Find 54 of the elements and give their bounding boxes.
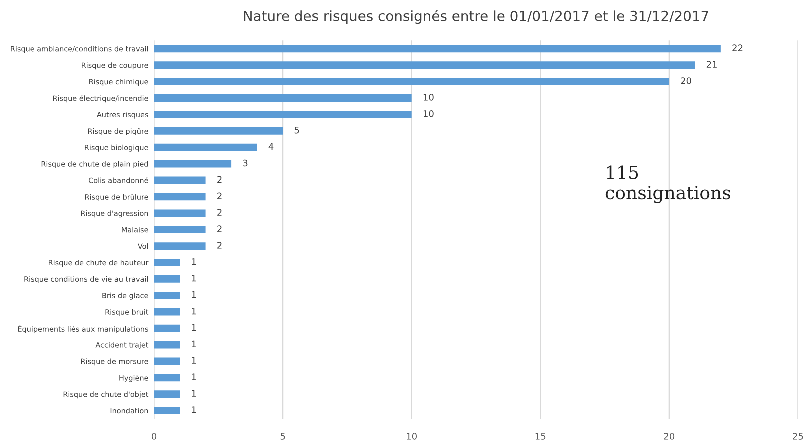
annotation: 115 consignations <box>606 166 730 204</box>
bar <box>154 275 180 283</box>
bar <box>154 210 206 218</box>
bar <box>154 94 412 102</box>
bar <box>154 226 206 234</box>
bar <box>154 242 206 250</box>
data-label: 1 <box>192 390 196 397</box>
x-tick-label: 0 <box>152 433 157 440</box>
bar <box>154 193 206 201</box>
data-label: 2 <box>218 209 222 216</box>
data-label: 10 <box>424 94 434 101</box>
bar <box>154 390 180 398</box>
data-label: 2 <box>218 226 222 232</box>
bar <box>154 78 670 86</box>
data-label: 1 <box>192 292 196 298</box>
bar <box>154 341 180 349</box>
data-label: 1 <box>192 275 196 282</box>
data-label: 21 <box>706 61 717 68</box>
data-label: 1 <box>192 258 196 266</box>
data-label: 1 <box>192 308 196 315</box>
x-tick-label: 15 <box>536 433 546 440</box>
data-label: 1 <box>192 406 196 414</box>
bar <box>154 176 206 184</box>
x-tick-label: 10 <box>407 433 417 440</box>
x-tick-label: 20 <box>664 433 675 440</box>
bar <box>154 308 180 316</box>
chart-title: Nature des risques consignés entre le 01/01/2017 et le 31/12/2017 <box>244 10 708 24</box>
data-label: 4 <box>268 144 274 150</box>
data-label: 20 <box>681 78 692 84</box>
bar <box>154 127 284 135</box>
data-label: 3 <box>243 160 248 167</box>
data-label: 2 <box>218 176 222 183</box>
data-label: 1 <box>192 324 196 332</box>
bar <box>154 62 696 70</box>
data-label: 5 <box>294 127 300 134</box>
data-label: 2 <box>218 192 222 200</box>
bar <box>154 144 258 152</box>
bar <box>154 407 180 414</box>
data-label: 2 <box>218 242 222 249</box>
bar <box>154 374 180 382</box>
bar <box>154 160 232 168</box>
x-tick-label: 25 <box>793 433 804 440</box>
data-label: 1 <box>192 357 196 364</box>
bar <box>154 259 180 266</box>
bar <box>154 110 412 118</box>
data-label: 10 <box>424 110 434 118</box>
data-label: 1 <box>192 340 196 348</box>
data-label: 1 <box>192 374 196 380</box>
bar <box>154 292 180 300</box>
data-label: 22 <box>732 44 743 52</box>
bar <box>154 45 721 53</box>
bar <box>154 358 180 366</box>
x-tick-label: 5 <box>280 433 286 440</box>
bar <box>154 324 180 332</box>
